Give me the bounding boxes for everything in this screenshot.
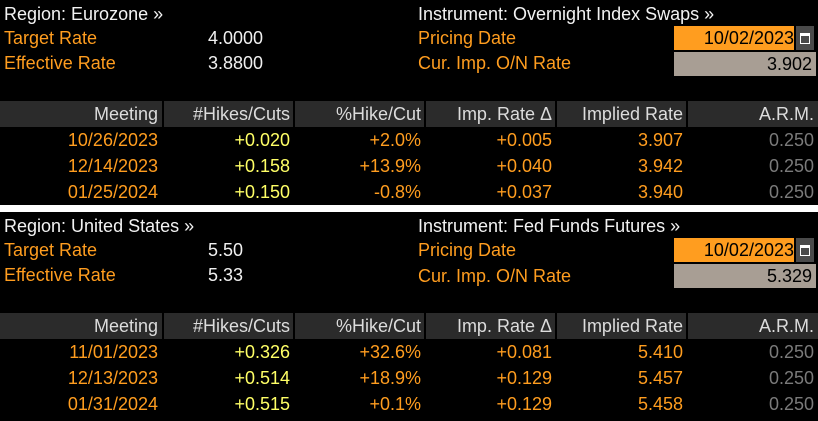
col-arm[interactable]: A.R.M. <box>758 104 814 124</box>
meeting-date: 12/13/2023 <box>67 368 158 388</box>
target-rate-label: Target Rate <box>4 240 98 260</box>
eurozone-panel: Region: Eurozone » Instrument: Overnight… <box>0 0 818 205</box>
implied-rate-value: 3.907 <box>637 130 683 150</box>
col-hikes-cuts[interactable]: #Hikes/Cuts <box>192 316 290 336</box>
col-pct-hike-cut[interactable]: %Hike/Cut <box>335 104 421 124</box>
meetings-table-header: Meeting #Hikes/Cuts %Hike/Cut Imp. Rate … <box>0 101 818 127</box>
hikes-cuts-value: +0.515 <box>234 394 290 414</box>
pct-hike-cut-value: +2.0% <box>369 130 421 150</box>
table-row[interactable]: 01/31/2024 +0.515 +0.1% +0.129 5.458 0.2… <box>0 391 818 417</box>
calendar-glyph <box>800 32 810 44</box>
pricing-date-field[interactable]: 10/02/2023 <box>674 26 794 50</box>
arm-value: 0.250 <box>768 342 814 362</box>
pricing-date-label: Pricing Date <box>418 240 517 260</box>
col-arm[interactable]: A.R.M. <box>758 316 814 336</box>
hikes-cuts-value: +0.326 <box>234 342 290 362</box>
effective-rate-label: Effective Rate <box>4 53 116 73</box>
implied-rate-value: 5.458 <box>637 394 683 414</box>
cur-imp-rate-field[interactable]: 3.902 <box>674 52 816 76</box>
hikes-cuts-value: +0.020 <box>234 130 290 150</box>
target-rate-value: 4.0000 <box>208 28 264 48</box>
arm-value: 0.250 <box>768 394 814 414</box>
implied-rate-value: 5.410 <box>637 342 683 362</box>
target-rate-label: Target Rate <box>4 28 98 48</box>
arm-value: 0.250 <box>768 156 814 176</box>
table-row[interactable]: 11/01/2023 +0.326 +32.6% +0.081 5.410 0.… <box>0 339 818 365</box>
pct-hike-cut-value: +0.1% <box>369 394 421 414</box>
col-implied-rate[interactable]: Implied Rate <box>581 104 683 124</box>
calendar-icon[interactable] <box>796 26 814 50</box>
implied-rate-value: 5.457 <box>637 368 683 388</box>
col-meeting[interactable]: Meeting <box>93 316 158 336</box>
pct-hike-cut-value: +13.9% <box>359 156 421 176</box>
united-states-panel: Region: United States » Instrument: Fed … <box>0 212 818 417</box>
table-row[interactable]: 12/14/2023 +0.158 +13.9% +0.040 3.942 0.… <box>0 153 818 179</box>
calendar-glyph <box>800 244 810 256</box>
effective-rate-label: Effective Rate <box>4 265 116 285</box>
pct-hike-cut-value: +18.9% <box>359 368 421 388</box>
implied-rate-value: 3.940 <box>637 182 683 202</box>
pricing-date-field[interactable]: 10/02/2023 <box>674 238 794 262</box>
col-implied-rate[interactable]: Implied Rate <box>581 316 683 336</box>
meetings-table-header: Meeting #Hikes/Cuts %Hike/Cut Imp. Rate … <box>0 313 818 339</box>
region-selector-us[interactable]: Region: United States » <box>4 216 195 236</box>
imp-rate-delta-value: +0.129 <box>496 368 552 388</box>
hikes-cuts-value: +0.158 <box>234 156 290 176</box>
col-pct-hike-cut[interactable]: %Hike/Cut <box>335 316 421 336</box>
imp-rate-delta-value: +0.037 <box>496 182 552 202</box>
arm-value: 0.250 <box>768 130 814 150</box>
imp-rate-delta-value: +0.129 <box>496 394 552 414</box>
pricing-date-label: Pricing Date <box>418 28 517 48</box>
effective-rate-value: 3.8800 <box>208 53 264 73</box>
table-row[interactable]: 10/26/2023 +0.020 +2.0% +0.005 3.907 0.2… <box>0 127 818 153</box>
table-row[interactable]: 01/25/2024 +0.150 -0.8% +0.037 3.940 0.2… <box>0 179 818 205</box>
col-imp-rate-delta[interactable]: Imp. Rate Δ <box>456 316 552 336</box>
instrument-selector-fed-funds[interactable]: Instrument: Fed Funds Futures » <box>418 216 681 236</box>
imp-rate-delta-value: +0.081 <box>496 342 552 362</box>
arm-value: 0.250 <box>768 368 814 388</box>
arm-value: 0.250 <box>768 182 814 202</box>
pct-hike-cut-value: +32.6% <box>359 342 421 362</box>
effective-rate-value: 5.33 <box>208 265 244 285</box>
meeting-date: 01/25/2024 <box>67 182 158 202</box>
col-hikes-cuts[interactable]: #Hikes/Cuts <box>192 104 290 124</box>
table-row[interactable]: 12/13/2023 +0.514 +18.9% +0.129 5.457 0.… <box>0 365 818 391</box>
calendar-icon[interactable] <box>796 238 814 262</box>
implied-rate-value: 3.942 <box>637 156 683 176</box>
target-rate-value: 5.50 <box>208 240 244 260</box>
meeting-date: 10/26/2023 <box>67 130 158 150</box>
hikes-cuts-value: +0.150 <box>234 182 290 202</box>
pct-hike-cut-value: -0.8% <box>373 182 421 202</box>
imp-rate-delta-value: +0.005 <box>496 130 552 150</box>
meeting-date: 01/31/2024 <box>67 394 158 414</box>
cur-imp-rate-field[interactable]: 5.329 <box>674 264 816 288</box>
col-meeting[interactable]: Meeting <box>93 104 158 124</box>
cur-imp-rate-label: Cur. Imp. O/N Rate <box>418 53 572 73</box>
panel-divider <box>0 205 818 212</box>
hikes-cuts-value: +0.514 <box>234 368 290 388</box>
region-selector-eurozone[interactable]: Region: Eurozone » <box>4 4 164 24</box>
meeting-date: 11/01/2023 <box>69 342 158 362</box>
imp-rate-delta-value: +0.040 <box>496 156 552 176</box>
cur-imp-rate-label: Cur. Imp. O/N Rate <box>418 266 572 286</box>
instrument-selector-ois[interactable]: Instrument: Overnight Index Swaps » <box>418 4 715 24</box>
col-imp-rate-delta[interactable]: Imp. Rate Δ <box>456 104 552 124</box>
meeting-date: 12/14/2023 <box>67 156 158 176</box>
